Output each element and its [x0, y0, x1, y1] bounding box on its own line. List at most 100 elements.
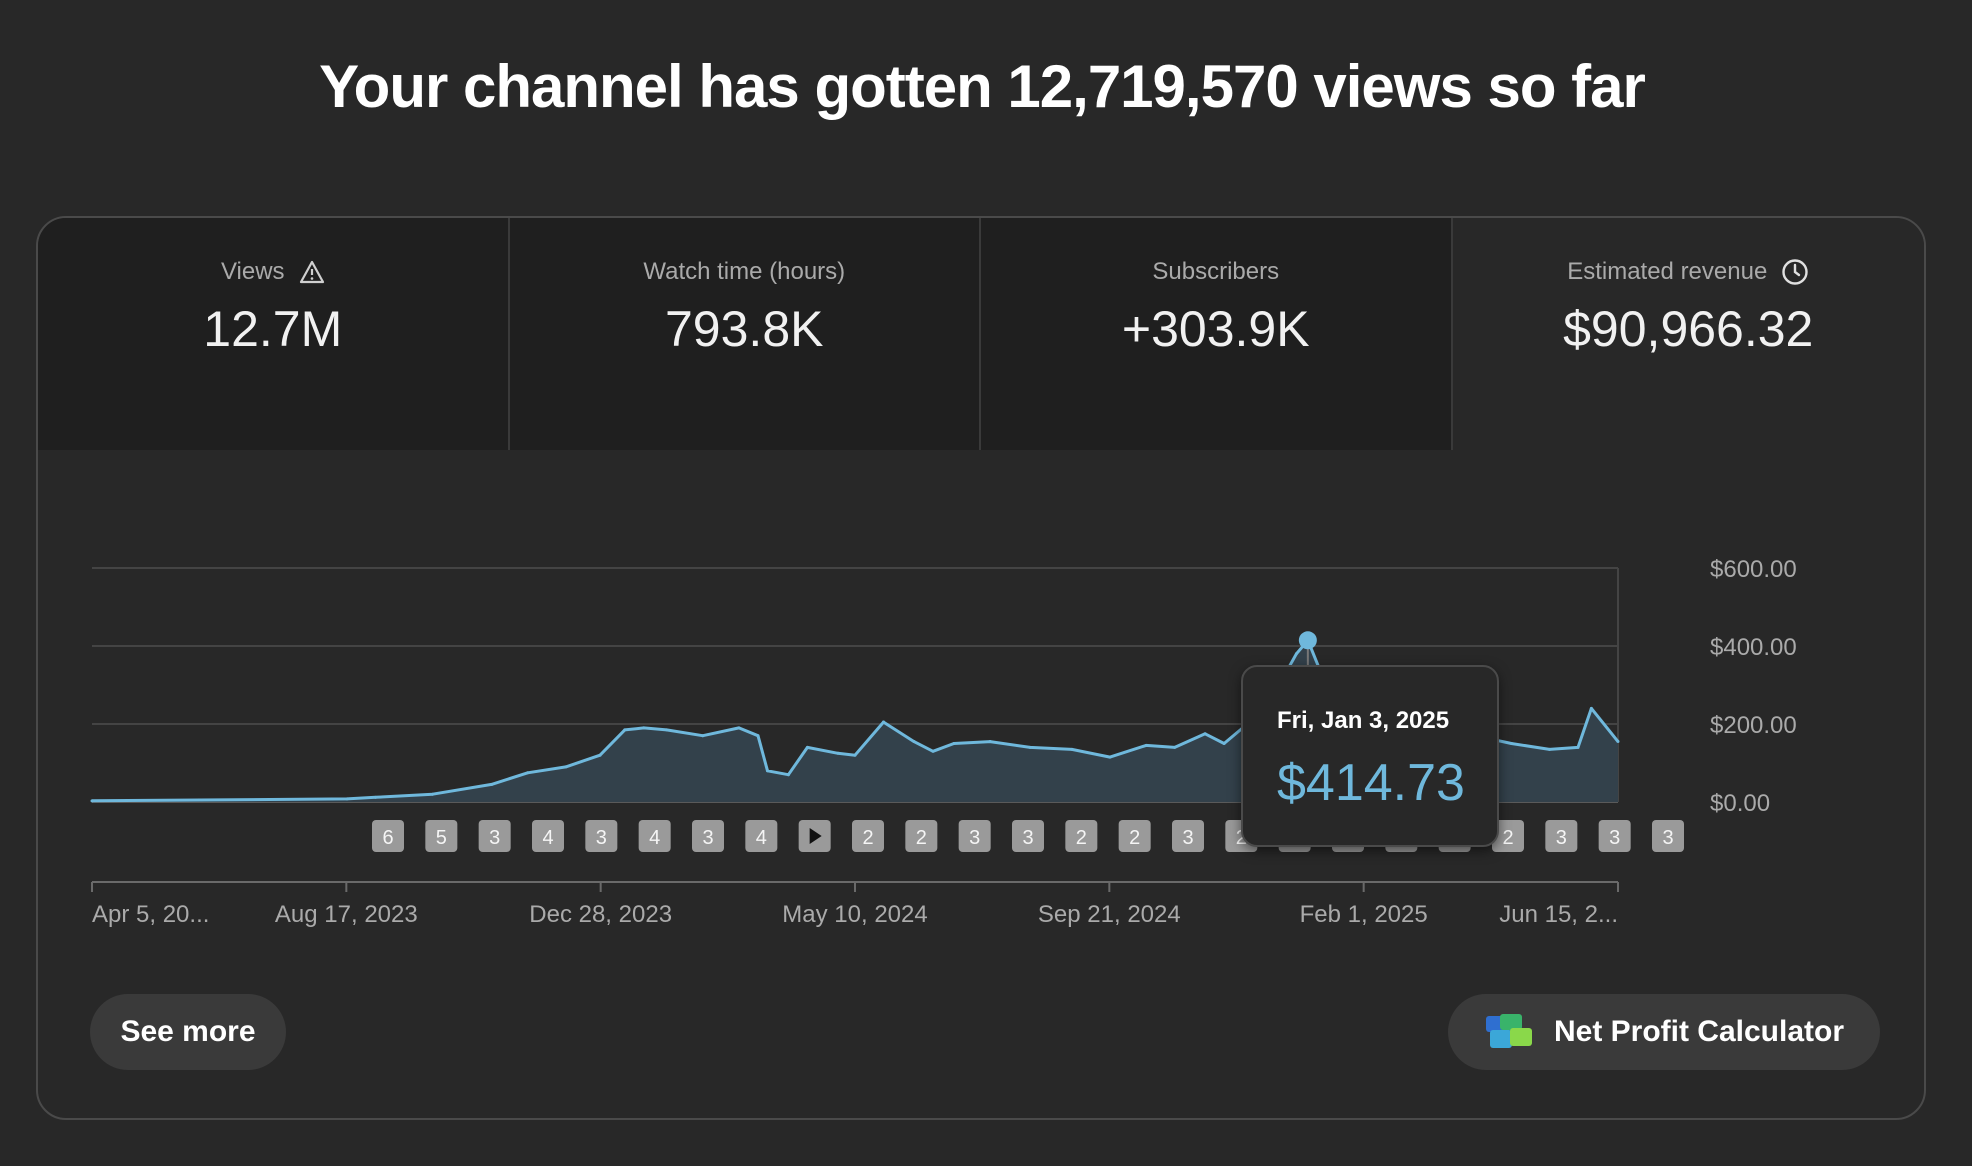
metric-tabs: Views 12.7M Watch time (hours) 793.8K Su… [38, 218, 1924, 450]
chart-canvas[interactable]: $600.00 $400.00 $200.00 $0.00 6 5 3 4 3 4 3 4 2 2 3 3 2 2… [38, 450, 1924, 1010]
net-profit-calculator-label: Net Profit Calculator [1553, 1015, 1845, 1048]
see-more-button[interactable]: See more [90, 994, 286, 1070]
revenue-area [92, 640, 1618, 802]
metric-label: Estimated revenue [1567, 258, 1768, 285]
video-marker[interactable]: 3 [478, 820, 511, 852]
data-point [1222, 742, 1226, 745]
video-marker[interactable]: 4 [638, 820, 671, 852]
video-marker[interactable]: 3 [1012, 820, 1044, 852]
video-marker[interactable]: 6 [372, 820, 404, 852]
y-tick-label: $600.00 [1710, 556, 1797, 583]
data-point [1203, 732, 1207, 736]
data-point [90, 799, 94, 803]
metric-value: $90,966.32 [1563, 301, 1814, 357]
video-marker-count: 3 [1662, 827, 1673, 849]
metric-value: 793.8K [665, 301, 824, 357]
metric-value: 12.7M [203, 301, 343, 357]
video-marker-box [905, 820, 938, 852]
data-point [988, 740, 992, 744]
data-point [623, 728, 627, 732]
data-point [564, 765, 568, 769]
x-tick-label: Apr 5, 20... [92, 901, 209, 928]
net-profit-calculator-button[interactable]: Net Profit Calculator [1448, 994, 1880, 1070]
data-point [931, 749, 935, 753]
nexlev-logo-icon [1485, 1014, 1532, 1048]
data-point [665, 728, 669, 732]
video-marker[interactable]: 2 [1492, 820, 1524, 852]
data-point [598, 753, 602, 757]
video-marker-box [1172, 820, 1204, 852]
analytics-card: Views 12.7M Watch time (hours) 793.8K Su… [36, 216, 1926, 1120]
video-marker-box [638, 820, 671, 852]
data-point [1070, 747, 1074, 751]
tooltip-value: $414.73 [1277, 754, 1465, 812]
data-point [1294, 652, 1298, 656]
warning-triangle-icon [299, 260, 324, 284]
video-marker-box [692, 820, 724, 852]
video-marker[interactable]: 5 [425, 820, 458, 852]
data-point [490, 782, 494, 786]
video-marker[interactable]: 3 [1172, 820, 1204, 852]
video-marker[interactable]: 2 [1065, 820, 1098, 852]
data-point [1548, 747, 1552, 751]
data-point [642, 726, 646, 730]
data-point [912, 740, 916, 744]
x-tick-label: May 10, 2024 [782, 901, 927, 928]
video-marker-box [372, 820, 404, 852]
data-point [345, 797, 349, 801]
metric-tab-views[interactable]: Views 12.7M [38, 218, 510, 450]
data-point [1509, 742, 1513, 745]
video-marker-count: 4 [756, 827, 767, 849]
video-marker[interactable]: 3 [1545, 820, 1578, 852]
metric-label: Watch time (hours) [643, 258, 846, 285]
video-marker-count: 4 [542, 827, 553, 849]
x-tick-label: Sep 21, 2024 [1038, 901, 1181, 928]
video-marker[interactable]: 3 [585, 820, 618, 852]
highlight-point [1298, 631, 1317, 650]
data-point [952, 742, 956, 745]
video-marker-box [1012, 820, 1044, 852]
clock-icon[interactable] [1781, 258, 1809, 286]
video-marker[interactable]: 3 [958, 820, 991, 852]
video-marker-box [1118, 820, 1151, 852]
video-marker-box [852, 820, 884, 852]
data-point [1108, 755, 1112, 759]
video-marker-count: 2 [1502, 827, 1513, 849]
data-point [805, 745, 809, 749]
y-tick-label: $0.00 [1710, 790, 1770, 817]
data-point [737, 726, 741, 730]
video-marker-count: 2 [1129, 827, 1140, 849]
tooltip-date: Fri, Jan 3, 2025 [1277, 707, 1450, 734]
video-marker-count: 3 [1556, 827, 1567, 849]
play-icon [809, 828, 822, 844]
data-point [765, 769, 769, 773]
video-marker-count: 3 [1182, 827, 1193, 849]
metric-tab-estimated-revenue[interactable]: Estimated revenue $90,966.32 [1452, 218, 1924, 450]
metric-tab-watch-time[interactable]: Watch time (hours) 793.8K [509, 218, 981, 450]
revenue-chart[interactable]: $600.00 $400.00 $200.00 $0.00 6 5 3 4 3 4 3 4 2 2 3 3 2 2… [38, 450, 1924, 1010]
video-marker[interactable]: 3 [1598, 820, 1631, 852]
video-marker-count: 3 [489, 827, 500, 849]
data-point [882, 720, 886, 724]
video-marker[interactable]: 3 [1652, 820, 1684, 852]
video-marker[interactable] [798, 820, 831, 852]
video-marker[interactable]: 3 [692, 820, 724, 852]
video-marker[interactable]: 4 [532, 820, 564, 852]
video-marker[interactable]: 4 [745, 820, 778, 852]
data-point [853, 753, 857, 757]
video-marker-box [745, 820, 778, 852]
metric-tab-subscribers[interactable]: Subscribers +303.9K [981, 218, 1453, 450]
data-point [1028, 745, 1032, 749]
video-marker-count: 2 [862, 827, 873, 849]
metric-value: +303.9K [1121, 301, 1310, 357]
data-point [1144, 743, 1148, 747]
video-marker[interactable]: 2 [1118, 820, 1151, 852]
video-marker[interactable]: 2 [852, 820, 884, 852]
video-marker-box [958, 820, 991, 852]
video-marker-count: 2 [1236, 827, 1247, 849]
video-marker-box [1598, 820, 1631, 852]
see-more-label: See more [120, 1015, 256, 1048]
data-point [1589, 706, 1593, 710]
video-marker[interactable]: 2 [905, 820, 938, 852]
video-marker-box [532, 820, 564, 852]
